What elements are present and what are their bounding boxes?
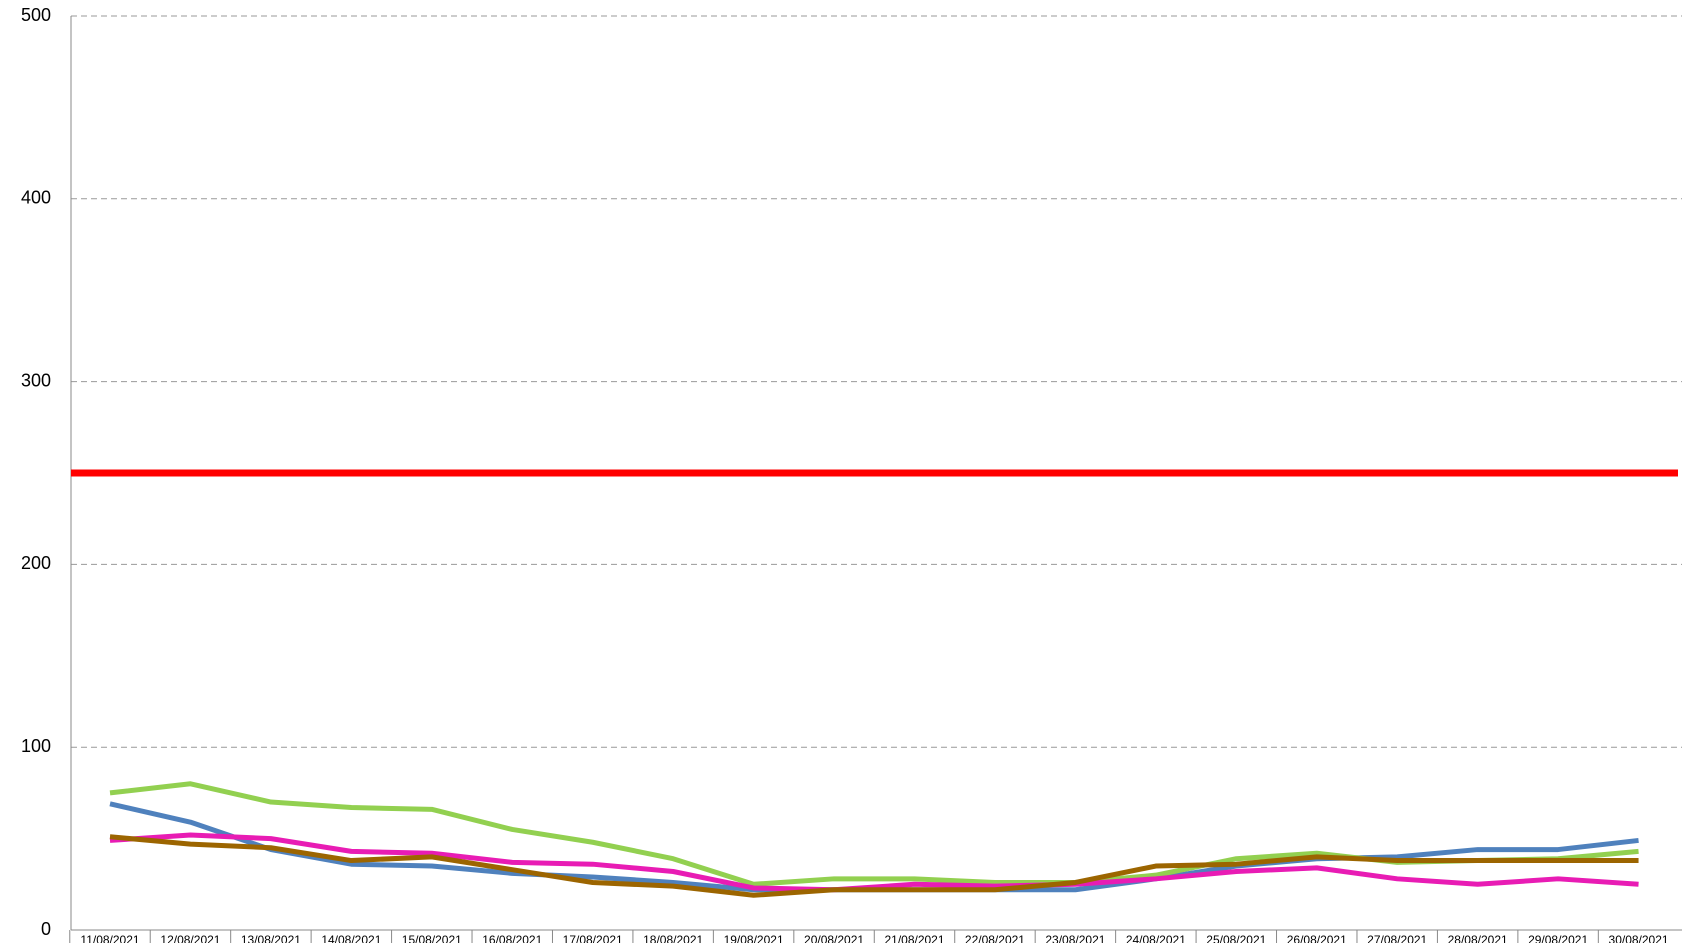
x-tick-label: 18/08/2021 xyxy=(643,933,703,943)
x-tick-label: 20/08/2021 xyxy=(804,933,864,943)
y-tick-label: 300 xyxy=(21,370,51,390)
x-tick-label: 28/08/2021 xyxy=(1448,933,1508,943)
series-line xyxy=(109,832,1639,893)
x-tick-label: 22/08/2021 xyxy=(965,933,1025,943)
y-tick-label: 100 xyxy=(21,736,51,756)
x-tick-label: 15/08/2021 xyxy=(402,933,462,943)
x-tick-label: 25/08/2021 xyxy=(1206,933,1266,943)
x-tick-label: 27/08/2021 xyxy=(1367,933,1427,943)
x-tick-label: 29/08/2021 xyxy=(1528,933,1588,943)
y-tick-label: 400 xyxy=(21,188,51,208)
x-tick-label: 17/08/2021 xyxy=(563,933,623,943)
x-tick-label: 24/08/2021 xyxy=(1126,933,1186,943)
x-tick-label: 26/08/2021 xyxy=(1287,933,1347,943)
x-tick-label: 12/08/2021 xyxy=(160,933,220,943)
series-line xyxy=(109,781,1639,887)
x-tick-label: 16/08/2021 xyxy=(482,933,542,943)
y-tick-label: 200 xyxy=(21,553,51,573)
x-tick-label: 30/08/2021 xyxy=(1609,933,1669,943)
x-tick-label: 13/08/2021 xyxy=(241,933,301,943)
x-tick-label: 21/08/2021 xyxy=(884,933,944,943)
y-tick-label: 0 xyxy=(41,919,51,939)
x-tick-label: 23/08/2021 xyxy=(1045,933,1105,943)
x-tick-label: 14/08/2021 xyxy=(321,933,381,943)
x-tick-label: 19/08/2021 xyxy=(724,933,784,943)
y-tick-label: 500 xyxy=(21,5,51,25)
series-line xyxy=(109,834,1639,898)
x-tick-label: 11/08/2021 xyxy=(80,933,139,943)
